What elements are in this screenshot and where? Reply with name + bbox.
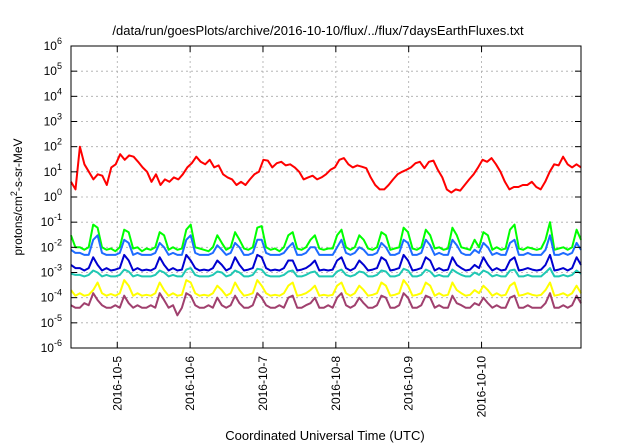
x-tick-label: 2016-10-10 [475,356,489,418]
y-tick-label: 100 [44,187,62,204]
y-tick-exp: -6 [54,338,62,348]
y-tick-exp: 3 [57,112,62,122]
y-tick-exp: -5 [54,313,62,323]
y-tick-base: 10 [44,115,58,129]
x-axis-label: Coordinated Universal Time (UTC) [225,428,424,443]
y-tick-label: 102 [44,137,62,154]
y-tick-label: 10-6 [41,338,62,355]
y-tick-exp: 4 [57,86,62,96]
y-tick-base: 10 [41,266,55,280]
series-line-7 [70,292,582,317]
y-tick-exp: 5 [57,61,62,71]
x-axis: 2016-10-5 2016-10-6 2016-10-7 2016-10-8 2016… [110,46,489,418]
series-line-2 [70,221,582,253]
chart-title: /data/run/goesPlots/archive/2016-10-10/f… [112,23,524,38]
x-tick-label: 2016-10-9 [402,356,416,411]
series-line-1 [70,145,582,194]
y-tick-exp: -1 [54,212,62,222]
y-tick-exp: 2 [57,137,62,147]
y-tick-base: 10 [41,240,55,254]
y-tick-base: 10 [41,341,55,355]
y-axis-label: protons/cm2-s-sr-MeV [9,138,25,255]
y-tick-base: 10 [41,291,55,305]
y-tick-base: 10 [41,316,55,330]
y-tick-base: 10 [44,190,58,204]
series-line-3 [70,234,582,256]
y-tick-exp: 6 [57,36,62,46]
y-tick-exp: 0 [57,187,62,197]
y-tick-label: 101 [44,162,62,179]
y-tick-label: 10-1 [41,212,62,229]
y-tick-base: 10 [44,64,58,78]
x-tick-label: 2016-10-8 [329,356,343,411]
y-tick-base: 10 [44,89,58,103]
y-axis-label-sup: 2 [9,191,19,196]
series-lines [70,145,582,317]
y-tick-label: 103 [44,112,62,129]
y-axis: 10-610-510-410-310-210-11001011021031041… [41,36,581,355]
x-tick-label: 2016-10-5 [110,356,124,411]
y-tick-label: 10-4 [41,288,62,305]
y-tick-label: 10-2 [41,237,62,254]
y-axis-label-rest: -s-sr-MeV [11,138,25,191]
y-tick-label: 104 [44,86,62,103]
y-tick-base: 10 [44,39,58,53]
y-tick-exp: -4 [54,288,62,298]
y-tick-label: 106 [44,36,62,53]
y-tick-label: 105 [44,61,62,78]
grid [71,46,581,348]
y-tick-exp: -2 [54,237,62,247]
y-tick-exp: 1 [57,162,62,172]
series-line-5 [70,267,582,278]
series-line-6 [70,279,582,297]
y-tick-label: 10-3 [41,263,62,280]
y-tick-base: 10 [44,140,58,154]
series-line-4 [70,253,582,272]
y-tick-label: 10-5 [41,313,62,330]
y-axis-label-main: protons/cm [11,196,25,255]
y-tick-base: 10 [41,215,55,229]
y-tick-exp: -3 [54,263,62,273]
x-tick-label: 2016-10-6 [183,356,197,411]
x-tick-label: 2016-10-7 [256,356,270,411]
y-tick-base: 10 [44,165,58,179]
